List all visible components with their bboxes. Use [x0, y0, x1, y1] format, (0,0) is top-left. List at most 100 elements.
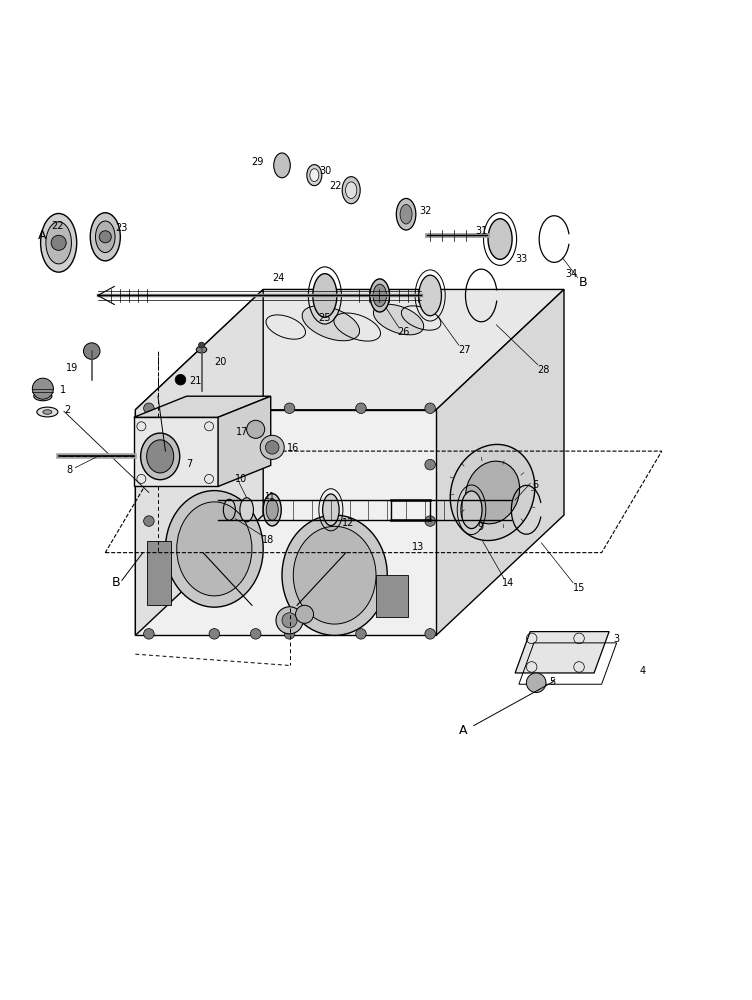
- Text: 18: 18: [262, 535, 274, 545]
- Text: 8: 8: [66, 465, 72, 475]
- Circle shape: [250, 403, 261, 414]
- Circle shape: [276, 607, 303, 634]
- Polygon shape: [436, 289, 564, 635]
- Ellipse shape: [419, 275, 441, 316]
- Text: 30: 30: [320, 166, 332, 176]
- Text: 16: 16: [287, 443, 299, 453]
- Ellipse shape: [450, 444, 535, 541]
- Circle shape: [144, 403, 154, 414]
- Ellipse shape: [374, 304, 423, 335]
- Circle shape: [282, 613, 297, 628]
- Ellipse shape: [263, 494, 281, 526]
- Circle shape: [144, 459, 154, 470]
- Circle shape: [356, 629, 366, 639]
- Circle shape: [209, 629, 220, 639]
- Text: 10: 10: [235, 474, 247, 484]
- Ellipse shape: [346, 182, 356, 198]
- Circle shape: [356, 403, 366, 414]
- Ellipse shape: [396, 198, 416, 230]
- Circle shape: [296, 605, 314, 623]
- Circle shape: [260, 435, 284, 459]
- Ellipse shape: [313, 274, 337, 317]
- Text: 1: 1: [60, 385, 66, 395]
- Text: 14: 14: [502, 578, 514, 588]
- Ellipse shape: [488, 219, 512, 259]
- Ellipse shape: [373, 284, 387, 307]
- Ellipse shape: [41, 213, 77, 272]
- Ellipse shape: [342, 177, 360, 204]
- Ellipse shape: [141, 433, 180, 480]
- Ellipse shape: [37, 407, 58, 417]
- Ellipse shape: [274, 153, 290, 178]
- Ellipse shape: [90, 213, 120, 261]
- Bar: [376, 575, 408, 617]
- Circle shape: [284, 403, 295, 414]
- Text: 33: 33: [515, 254, 527, 264]
- Circle shape: [144, 629, 154, 639]
- Ellipse shape: [323, 494, 339, 526]
- Ellipse shape: [34, 392, 52, 401]
- Text: 19: 19: [66, 363, 78, 373]
- Ellipse shape: [461, 491, 482, 529]
- Text: 22: 22: [51, 221, 64, 231]
- Circle shape: [99, 231, 111, 243]
- Circle shape: [247, 420, 265, 438]
- Text: B: B: [579, 276, 587, 289]
- Ellipse shape: [43, 410, 52, 414]
- Polygon shape: [134, 396, 271, 417]
- Text: 26: 26: [397, 327, 409, 337]
- Text: 20: 20: [214, 357, 226, 367]
- Text: 34: 34: [566, 269, 578, 279]
- Text: 11: 11: [264, 492, 274, 501]
- Text: A: A: [38, 229, 46, 242]
- Circle shape: [265, 441, 279, 454]
- Bar: [147, 541, 171, 605]
- Text: 15: 15: [573, 583, 585, 593]
- Text: 3: 3: [613, 634, 619, 644]
- Circle shape: [425, 459, 435, 470]
- Polygon shape: [135, 289, 564, 410]
- Circle shape: [250, 629, 261, 639]
- Polygon shape: [135, 410, 436, 635]
- Polygon shape: [218, 396, 271, 486]
- Text: 28: 28: [538, 365, 550, 375]
- Ellipse shape: [370, 279, 390, 312]
- Circle shape: [199, 342, 205, 348]
- Text: 27: 27: [459, 345, 472, 355]
- Polygon shape: [515, 632, 609, 673]
- Circle shape: [526, 673, 546, 693]
- Text: 4: 4: [639, 666, 645, 676]
- Ellipse shape: [96, 221, 115, 253]
- Text: A: A: [459, 724, 467, 737]
- Text: 2: 2: [64, 405, 70, 415]
- Ellipse shape: [165, 491, 263, 607]
- Polygon shape: [135, 289, 263, 635]
- Text: 9: 9: [478, 522, 484, 532]
- Bar: [134, 417, 218, 486]
- Circle shape: [284, 629, 295, 639]
- Ellipse shape: [302, 306, 359, 341]
- Ellipse shape: [282, 515, 387, 635]
- Ellipse shape: [400, 204, 412, 224]
- Ellipse shape: [196, 346, 207, 353]
- Text: 24: 24: [272, 273, 284, 283]
- Text: 7: 7: [186, 459, 193, 469]
- Ellipse shape: [240, 498, 253, 522]
- Ellipse shape: [147, 440, 174, 473]
- Circle shape: [32, 378, 53, 399]
- Ellipse shape: [465, 461, 520, 524]
- Circle shape: [51, 235, 66, 250]
- Text: B: B: [111, 576, 120, 589]
- Circle shape: [83, 343, 100, 359]
- Text: 5: 5: [549, 677, 555, 687]
- Circle shape: [425, 629, 435, 639]
- Text: 31: 31: [475, 226, 487, 236]
- Ellipse shape: [266, 499, 278, 520]
- Text: 17: 17: [236, 427, 248, 437]
- Text: 32: 32: [419, 206, 431, 216]
- Text: 21: 21: [190, 376, 202, 386]
- Circle shape: [175, 374, 186, 385]
- Text: 29: 29: [251, 157, 263, 167]
- Text: 22: 22: [329, 181, 342, 191]
- Ellipse shape: [46, 222, 71, 264]
